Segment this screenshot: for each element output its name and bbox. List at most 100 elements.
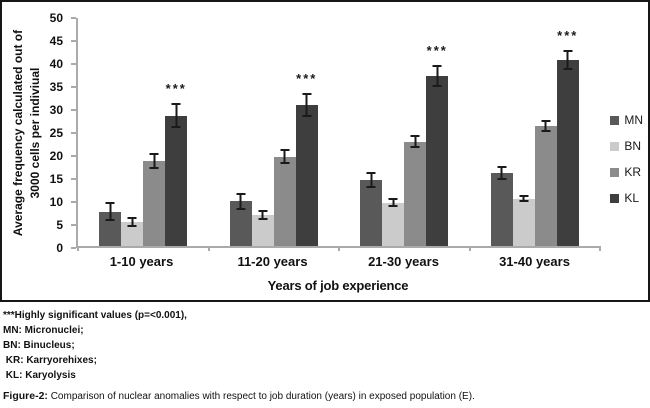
error-bar: [410, 135, 420, 148]
bar-bn-31-40-years: [512, 198, 535, 246]
legend: MN BN KR KL: [610, 113, 643, 205]
y-tick-mark: [71, 40, 76, 42]
y-tick-label: 35: [49, 80, 63, 94]
bar-slot-kr: [273, 18, 296, 246]
significance-marker: ***: [296, 70, 318, 86]
error-bar: [105, 202, 115, 222]
legend-label: MN: [624, 113, 643, 127]
error-cap-bottom: [258, 217, 268, 220]
bar-slot-mn: [360, 18, 383, 246]
x-category-label: 31-40 years: [499, 254, 570, 269]
footnote-lines: ***Highly significant values (p=<0.001),…: [3, 308, 647, 383]
footnote-line: MN: Micronuclei;: [3, 325, 84, 336]
x-tick-mark: [468, 246, 471, 251]
error-cap-bottom: [410, 145, 420, 148]
error-cap-bottom: [302, 114, 312, 117]
bar-slot-kr: [404, 18, 427, 246]
error-line: [566, 50, 569, 70]
error-bar: [432, 65, 442, 88]
error-bar: [302, 92, 312, 117]
legend-item-kl: KL: [610, 191, 643, 205]
error-bar: [149, 152, 159, 169]
x-tick-mark: [338, 246, 340, 251]
x-category-label: 1-10 years: [109, 254, 174, 269]
bar-kl-1-10-years: [165, 115, 188, 246]
error-line: [500, 166, 503, 180]
significance-marker: ***: [165, 80, 187, 96]
legend-swatch-icon: [610, 115, 620, 125]
bar-mn-31-40-years: [490, 173, 513, 246]
error-bar: [563, 50, 573, 70]
bar-group-21-30-years: ***: [339, 18, 470, 246]
error-bar: [258, 210, 268, 220]
error-bar: [280, 149, 290, 164]
error-bar: [497, 166, 507, 180]
y-tick-mark: [71, 86, 76, 88]
error-line: [239, 192, 242, 210]
plot-area: *** *** *** ***: [76, 18, 601, 251]
y-tick-mark: [71, 109, 76, 111]
error-line: [436, 65, 439, 88]
error-line: [175, 102, 178, 129]
bar-slot-bn: [382, 18, 405, 246]
footnote-line: KL: Karyolysis: [3, 370, 76, 381]
bar-bn-11-20-years: [251, 215, 274, 246]
y-tick-label: 50: [49, 11, 63, 25]
error-cap-bottom: [366, 185, 376, 188]
error-line: [261, 210, 264, 220]
y-tick-mark: [71, 132, 76, 134]
error-cap-bottom: [280, 161, 290, 164]
bar-group-11-20-years: ***: [209, 18, 340, 246]
bar-mn-21-30-years: [360, 179, 383, 246]
error-cap-bottom: [236, 207, 246, 210]
bar-slot-kl: ***: [295, 18, 318, 246]
legend-label: KR: [624, 165, 641, 179]
y-axis: 0 5 10 15 20 25 30 35 40 45 50: [2, 11, 76, 255]
error-line: [131, 217, 134, 228]
error-line: [392, 198, 395, 208]
error-cap-bottom: [127, 225, 137, 228]
x-axis-title: Years of job experience: [267, 278, 409, 293]
bar-mn-1-10-years: [99, 211, 122, 246]
y-tick-label: 0: [56, 241, 63, 255]
error-cap-bottom: [519, 200, 529, 203]
error-line: [370, 172, 373, 188]
bar-slot-kl: ***: [426, 18, 449, 246]
legend-item-mn: MN: [610, 113, 643, 127]
y-tick-label: 20: [49, 149, 63, 163]
error-bar: [388, 198, 398, 208]
y-tick-mark: [71, 178, 76, 180]
error-cap-bottom: [149, 166, 159, 169]
footnote-line: ***Highly significant values (p=<0.001),: [3, 310, 187, 321]
y-tick-label: 10: [49, 195, 63, 209]
legend-item-bn: BN: [610, 139, 643, 153]
y-tick-label: 5: [56, 218, 63, 232]
error-cap-bottom: [105, 219, 115, 222]
x-category-label: 21-30 years: [368, 254, 439, 269]
y-tick-mark: [71, 63, 76, 65]
bar-slot-kl: ***: [556, 18, 579, 246]
x-tick-mark: [77, 246, 79, 251]
error-cap-bottom: [432, 85, 442, 88]
footnotes: ***Highly significant values (p=<0.001),…: [3, 308, 647, 402]
legend-swatch-icon: [610, 167, 620, 177]
bar-slot-mn: [99, 18, 122, 246]
bar-slot-bn: [121, 18, 144, 246]
bar-kr-11-20-years: [273, 156, 296, 246]
bar-slot-bn: [512, 18, 535, 246]
bar-mn-11-20-years: [229, 201, 252, 246]
bar-kr-21-30-years: [404, 141, 427, 246]
error-line: [109, 202, 112, 222]
y-tick-mark: [71, 224, 76, 226]
error-cap-bottom: [541, 129, 551, 132]
chart-panel: Average frequency calculated out of 3000…: [0, 0, 650, 302]
figure-caption-text: Comparison of nuclear anomalies with res…: [47, 391, 475, 402]
error-line: [153, 152, 156, 169]
error-line: [522, 194, 525, 203]
y-tick-mark: [71, 201, 76, 203]
error-bar: [541, 119, 551, 132]
error-line: [283, 149, 286, 164]
error-line: [414, 135, 417, 148]
error-bar: [171, 102, 181, 129]
